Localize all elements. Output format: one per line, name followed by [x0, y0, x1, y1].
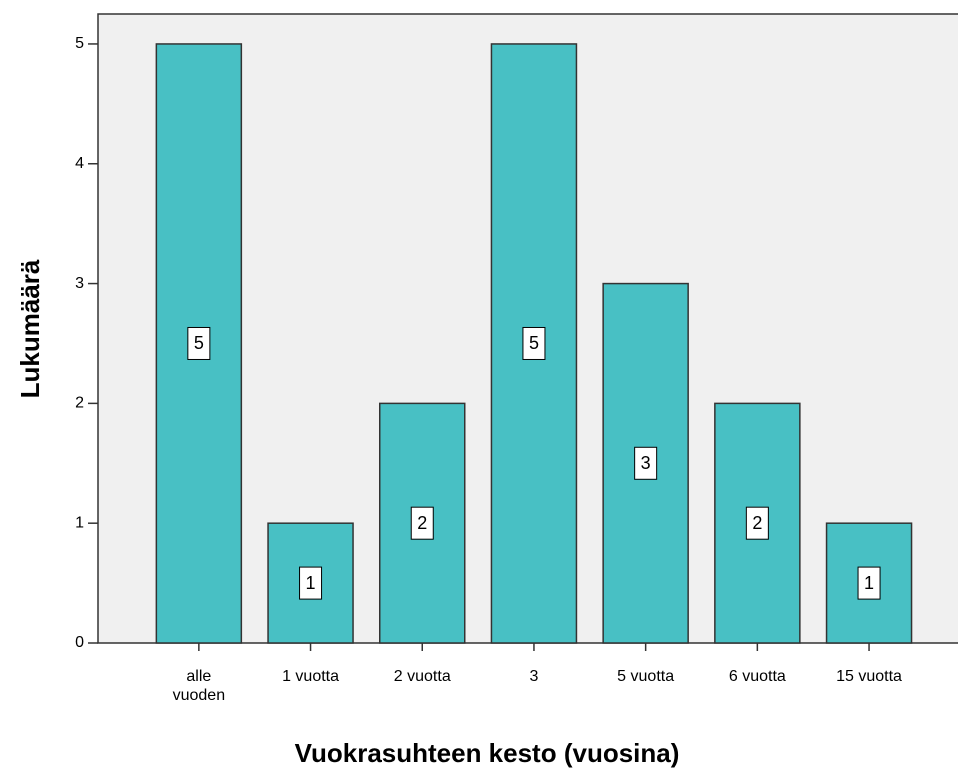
y-tick-label: 0 — [75, 634, 84, 651]
x-tick-label: 5 vuotta — [617, 668, 675, 685]
y-tick-label: 5 — [75, 35, 84, 52]
value-label: 5 — [529, 333, 539, 353]
value-label-box — [410, 506, 434, 540]
x-tick-label: 1 vuotta — [282, 668, 340, 685]
value-label-box — [857, 566, 881, 600]
value-label: 5 — [194, 333, 204, 353]
x-tick-label: 2 vuotta — [393, 668, 451, 685]
x-axis-label: Vuokrasuhteen kesto (vuosina) — [295, 738, 680, 768]
x-tick-label: 6 vuotta — [728, 668, 786, 685]
value-label-box — [745, 506, 769, 540]
y-tick-label: 3 — [75, 275, 84, 292]
value-label-box — [299, 566, 323, 600]
value-label: 3 — [641, 453, 651, 473]
value-label: 1 — [306, 573, 316, 593]
value-label: 2 — [417, 513, 427, 533]
x-tick-label: alle vuoden — [172, 668, 226, 704]
x-tick-label: 3 — [529, 668, 539, 685]
value-label-box — [634, 446, 658, 480]
y-tick-label: 4 — [75, 155, 84, 172]
y-tick-label: 1 — [75, 514, 84, 531]
value-label-box — [522, 326, 546, 360]
y-axis-label: Lukumäärä — [15, 259, 45, 398]
value-label-box — [187, 326, 211, 360]
value-label: 2 — [752, 513, 762, 533]
y-tick-label: 2 — [75, 395, 84, 412]
value-label: 1 — [864, 573, 874, 593]
x-tick-label: 15 vuotta — [836, 668, 902, 685]
